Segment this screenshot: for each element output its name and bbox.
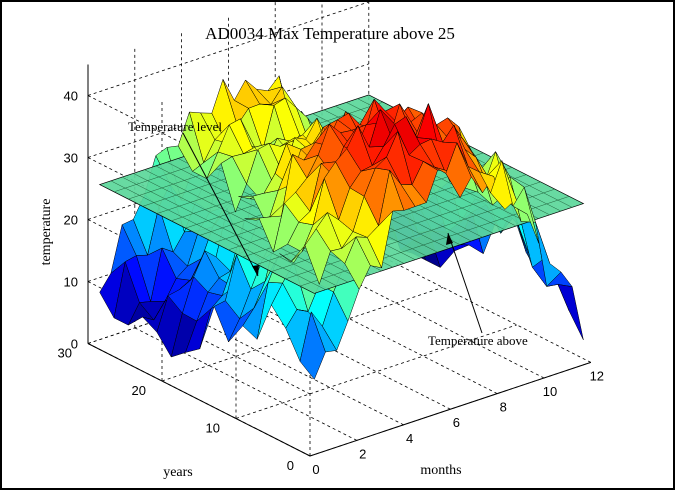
annotation-arrowhead-level [252, 265, 259, 276]
annotations: Temperature level Temperature above [128, 119, 528, 348]
y-axis-label: years [163, 465, 193, 480]
z-tick-label: 20 [64, 213, 78, 228]
y-tick-label: 30 [58, 346, 72, 361]
x-tick-label: 8 [500, 400, 507, 415]
plane-gridline [110, 180, 326, 290]
annotation-temperature-level: Temperature level [128, 119, 222, 134]
surface-mesh [98, 75, 585, 380]
surface-patch [512, 186, 539, 243]
plane-gridline [122, 176, 337, 287]
annotation-arrow-level [182, 132, 259, 277]
x-tick-label: 0 [312, 462, 319, 477]
x-axis-label: months [420, 463, 461, 478]
z-tick-label: 0 [71, 337, 78, 352]
y-tick-label: 10 [206, 421, 220, 436]
z-axis-label: temperature [39, 199, 54, 266]
z-tick-label: 10 [64, 275, 78, 290]
annotation-arrowhead-above [446, 233, 453, 245]
x-tick-label: 10 [543, 384, 557, 399]
z-tick-label: 40 [64, 89, 78, 104]
y-tick-label: 0 [287, 458, 294, 473]
z-tick-label: 30 [64, 151, 78, 166]
annotation-temperature-above: Temperature above [428, 333, 528, 348]
surface-patch [557, 284, 584, 341]
y-tick-label: 20 [132, 383, 146, 398]
chart-title: AD0034 Max Temperature above 25 [205, 24, 455, 43]
axis-lines [87, 64, 591, 457]
gridline-y-floor [161, 287, 443, 382]
x-tick-label: 6 [453, 415, 460, 430]
x-tick-label: 12 [590, 368, 604, 383]
x-tick-label: 2 [359, 446, 366, 461]
x-axis-line [309, 361, 591, 457]
annotation-arrow-above [447, 232, 483, 334]
x-tick-label: 4 [406, 431, 413, 446]
gridline-y-floor [235, 324, 517, 419]
y-axis-line [87, 343, 311, 457]
